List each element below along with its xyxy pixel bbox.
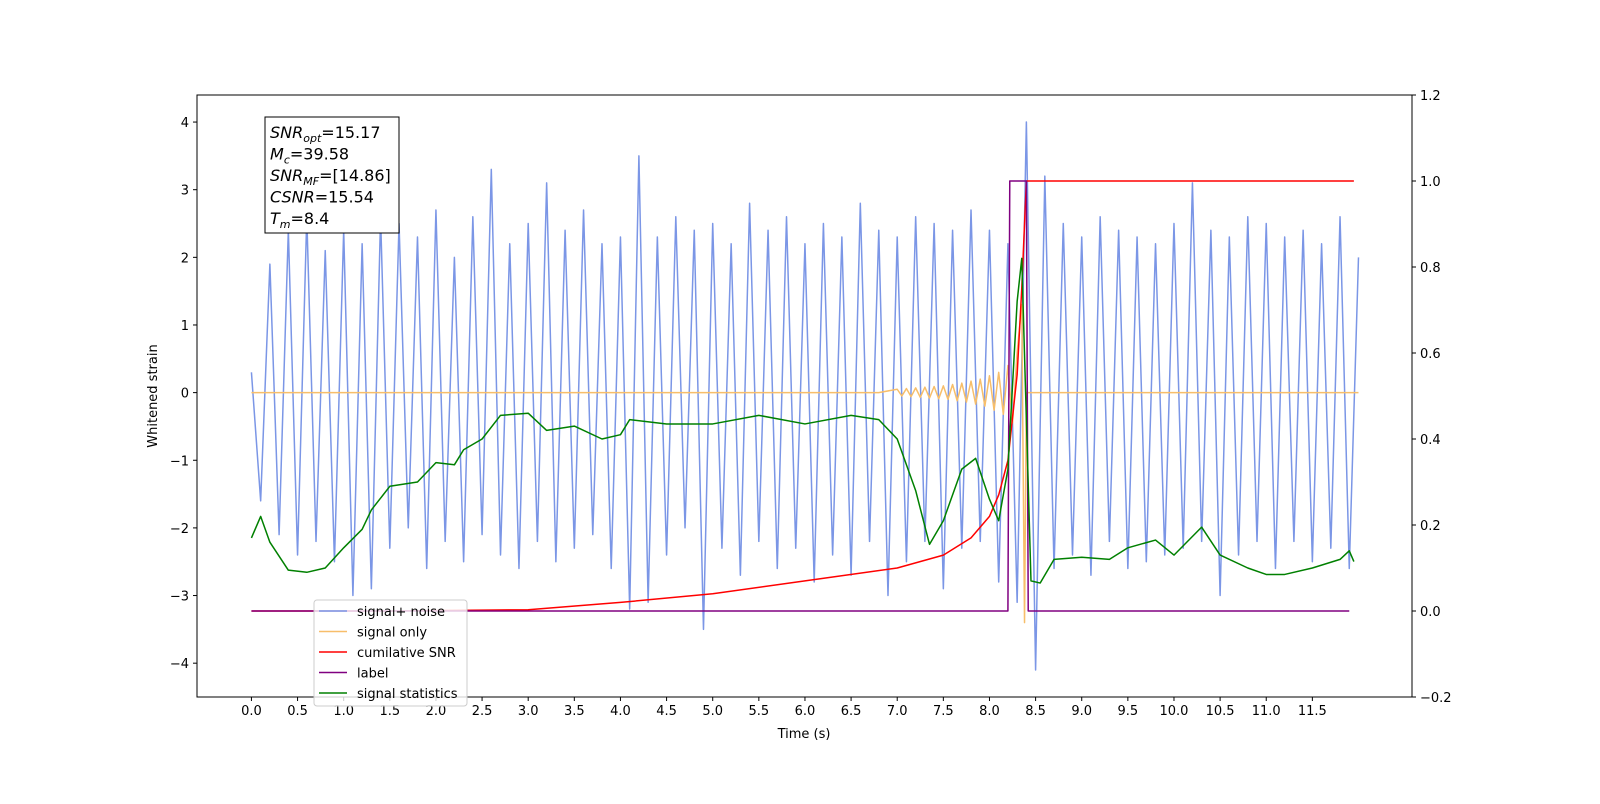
x-tick-label: 7.5 — [933, 704, 954, 719]
x-axis-label: Time (s) — [777, 727, 831, 742]
x-tick-label: 0.0 — [241, 704, 262, 719]
annotation: SNRopt=15.17Mc=39.58SNRMF=[14.86]CSNR=15… — [264, 116, 400, 234]
x-tick-label: 9.0 — [1071, 704, 1092, 719]
y-tick-label: −1 — [170, 454, 189, 469]
x-tick-label: 0.5 — [287, 704, 308, 719]
y2-tick-label: 0.6 — [1420, 347, 1441, 362]
x-tick-label: 4.5 — [656, 704, 677, 719]
annotation-line: SNRopt=15.17 — [270, 123, 381, 145]
y2-tick-label: 1.2 — [1420, 89, 1441, 104]
annotation-symbol: CSNR — [270, 188, 315, 207]
y-tick-label: −4 — [170, 657, 189, 672]
y-tick-label: 1 — [181, 319, 189, 334]
annotation-symbol: M — [270, 145, 284, 164]
legend-label: label — [357, 667, 388, 682]
annotation-symbol: SNR — [270, 123, 303, 142]
y-tick-label: −3 — [170, 590, 189, 605]
y-tick-label: 4 — [181, 116, 189, 131]
y-tick-label: 0 — [181, 387, 189, 402]
y-tick-label: −2 — [170, 522, 189, 537]
x-tick-label: 8.0 — [979, 704, 1000, 719]
legend-label: signal only — [357, 626, 427, 641]
y2-tick-label: −0.2 — [1420, 691, 1452, 706]
legend-label: signal statistics — [357, 687, 458, 702]
annotation-line: Tm=8.4 — [270, 209, 329, 231]
x-tick-label: 6.0 — [795, 704, 816, 719]
x-tick-label: 7.0 — [887, 704, 908, 719]
annotation-line: SNRMF=[14.86] — [270, 166, 391, 188]
x-tick-label: 1.5 — [379, 704, 400, 719]
y-tick-label: 2 — [181, 251, 189, 266]
y2-tick-label: 0.0 — [1420, 605, 1441, 620]
x-tick-label: 5.5 — [748, 704, 769, 719]
x-tick-label: 11.5 — [1298, 704, 1327, 719]
annotation-value: =39.58 — [290, 145, 349, 164]
y-axis-label: Whitened strain — [146, 344, 161, 447]
annotation-box — [264, 116, 400, 234]
legend: signal+ noise signal only cumilative SNR la… — [313, 599, 468, 707]
y2-tick-label: 1.0 — [1420, 175, 1441, 190]
x-tick-label: 10.0 — [1160, 704, 1189, 719]
y2-tick-label: 0.4 — [1420, 433, 1441, 448]
annotation-value: =[14.86] — [319, 166, 391, 185]
y-tick-label: 3 — [181, 184, 189, 199]
x-tick-label: 1.0 — [333, 704, 354, 719]
x-tick-label: 8.5 — [1025, 704, 1046, 719]
annotation-subscript: m — [280, 218, 291, 231]
x-tick-label: 9.5 — [1118, 704, 1139, 719]
series-line — [250, 257, 1355, 584]
y2-tick-label: 0.2 — [1420, 519, 1441, 534]
x-tick-label: 6.5 — [841, 704, 862, 719]
x-tick-label: 10.5 — [1206, 704, 1235, 719]
annotation-value: =15.17 — [321, 123, 380, 142]
annotation-line: Mc=39.58 — [270, 145, 349, 167]
annotation-subscript: c — [284, 154, 290, 167]
series-line — [251, 180, 1354, 612]
annotation-line: CSNR=15.54 — [270, 188, 374, 207]
x-tick-label: 2.0 — [426, 704, 447, 719]
legend-label: signal+ noise — [357, 605, 445, 620]
annotation-subscript: opt — [303, 132, 322, 145]
x-tick-label: 2.5 — [472, 704, 493, 719]
legend-label: cumilative SNR — [357, 646, 456, 661]
x-tick-label: 11.0 — [1252, 704, 1281, 719]
series-line — [251, 180, 1350, 612]
annotation-value: =8.4 — [291, 209, 330, 228]
annotation-value: =15.54 — [315, 188, 374, 207]
plot-area — [250, 121, 1360, 671]
annotation-symbol: T — [270, 209, 281, 228]
annotation-symbol: SNR — [270, 166, 303, 185]
x-tick-label: 3.0 — [518, 704, 539, 719]
y2-tick-label: 0.8 — [1420, 261, 1441, 276]
series-line — [250, 121, 1360, 671]
x-tick-label: 5.0 — [702, 704, 723, 719]
x-tick-label: 3.5 — [564, 704, 585, 719]
x-tick-label: 4.0 — [610, 704, 631, 719]
legend-box — [313, 599, 468, 707]
annotation-subscript: MF — [303, 175, 319, 188]
